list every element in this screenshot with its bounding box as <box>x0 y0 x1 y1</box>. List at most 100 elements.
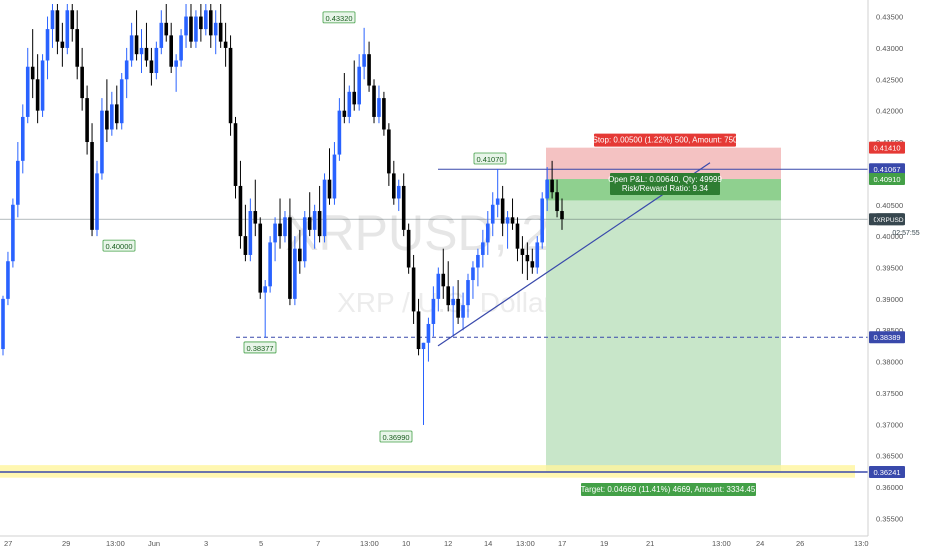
candle-body[interactable] <box>401 185 406 230</box>
candle-body[interactable] <box>119 79 124 124</box>
profit-zone[interactable] <box>546 179 781 472</box>
candle-body[interactable] <box>253 211 258 224</box>
candle-body[interactable] <box>500 198 505 224</box>
candle-body[interactable] <box>550 179 554 193</box>
candle-body[interactable] <box>129 35 134 61</box>
candle-body[interactable] <box>456 298 460 318</box>
candle-body[interactable] <box>179 35 183 61</box>
candle-body[interactable] <box>530 261 535 268</box>
candle-body[interactable] <box>268 242 272 287</box>
candle-body[interactable] <box>481 242 485 255</box>
candle-body[interactable] <box>110 104 114 130</box>
candle-body[interactable] <box>55 10 60 42</box>
time-axis[interactable]: 27 29 13:00 Jun 3 5 7 13:00 10 12 14 13:00 17 19 21 13:… <box>0 535 869 548</box>
candle-body[interactable] <box>50 10 55 30</box>
candle-body[interactable] <box>16 160 20 205</box>
candle-body[interactable] <box>189 16 193 42</box>
candle-body[interactable] <box>273 223 277 243</box>
candle-body[interactable] <box>105 110 109 130</box>
candle-body[interactable] <box>199 16 203 30</box>
candle-body[interactable] <box>505 217 510 224</box>
candle-body[interactable] <box>238 185 243 237</box>
candle-body[interactable] <box>248 211 253 255</box>
candle-body[interactable] <box>347 91 352 117</box>
candle-body[interactable] <box>228 47 233 124</box>
candle-body[interactable] <box>154 47 159 74</box>
candle-body[interactable] <box>411 267 416 312</box>
candle-body[interactable] <box>525 254 530 262</box>
candle-body[interactable] <box>520 248 525 255</box>
candle-body[interactable] <box>218 22 223 42</box>
candle-body[interactable] <box>1 298 5 350</box>
candle-body[interactable] <box>40 60 45 111</box>
candle-body[interactable] <box>60 41 65 48</box>
candle-body[interactable] <box>416 311 421 350</box>
candle-body[interactable] <box>30 66 35 80</box>
candle-body[interactable] <box>134 35 139 55</box>
candle-body[interactable] <box>184 16 188 36</box>
candle-body[interactable] <box>263 286 267 293</box>
candle-body[interactable] <box>90 142 94 230</box>
candle-body[interactable] <box>332 154 337 199</box>
candle-body[interactable] <box>298 248 302 262</box>
candle-body[interactable] <box>70 10 75 30</box>
candle-body[interactable] <box>362 54 366 67</box>
candle-body[interactable] <box>159 22 164 48</box>
candle-body[interactable] <box>535 242 540 268</box>
candle-body[interactable] <box>144 47 149 61</box>
candle-body[interactable] <box>436 273 441 299</box>
candle-body[interactable] <box>139 47 144 55</box>
candle-body[interactable] <box>194 16 198 42</box>
candle-body[interactable] <box>25 66 30 117</box>
candle-body[interactable] <box>174 60 178 67</box>
candle-body[interactable] <box>396 185 401 199</box>
candle-body[interactable] <box>312 211 317 230</box>
candle-body[interactable] <box>45 29 50 61</box>
candle-body[interactable] <box>80 66 84 99</box>
candle-body[interactable] <box>392 173 396 199</box>
candle-body[interactable] <box>208 10 213 36</box>
candle-body[interactable] <box>446 286 451 306</box>
candle-body[interactable] <box>283 217 287 237</box>
candle-body[interactable] <box>545 179 549 199</box>
candle-body[interactable] <box>342 110 347 117</box>
candle-body[interactable] <box>288 217 292 299</box>
candle-body[interactable] <box>387 129 391 174</box>
candle-body[interactable] <box>357 66 361 105</box>
candle-body[interactable] <box>510 217 515 224</box>
candle-body[interactable] <box>124 60 129 80</box>
candle-body[interactable] <box>426 323 431 343</box>
candle-body[interactable] <box>451 298 455 306</box>
candle-body[interactable] <box>431 298 436 324</box>
candle-body[interactable] <box>114 104 119 124</box>
position-zones[interactable] <box>546 147 781 472</box>
candle-body[interactable] <box>233 123 238 186</box>
candle-body[interactable] <box>515 223 520 249</box>
candle-body[interactable] <box>100 110 104 174</box>
candle-body[interactable] <box>164 22 169 36</box>
candle-body[interactable] <box>441 273 446 287</box>
candle-body[interactable] <box>406 229 411 268</box>
price-axis[interactable]: 0.435000.430000.425000.420000.415000.410… <box>867 0 920 536</box>
horizontal-levels[interactable] <box>0 168 868 473</box>
candle-body[interactable] <box>223 41 228 48</box>
candle-body[interactable] <box>352 91 357 105</box>
candle-body[interactable] <box>20 116 25 161</box>
candle-body[interactable] <box>307 217 312 230</box>
candle-body[interactable] <box>372 85 376 117</box>
candle-body[interactable] <box>377 98 381 117</box>
candle-body[interactable] <box>327 179 332 199</box>
candle-body[interactable] <box>560 211 564 220</box>
candle-body[interactable] <box>149 60 154 74</box>
candlestick-series[interactable] <box>1 4 564 425</box>
candle-body[interactable] <box>169 35 173 67</box>
candle-body[interactable] <box>75 29 80 67</box>
candle-body[interactable] <box>466 280 470 306</box>
candle-body[interactable] <box>367 54 371 86</box>
candle-body[interactable] <box>495 198 500 205</box>
candle-body[interactable] <box>35 79 40 111</box>
candle-body[interactable] <box>461 305 465 318</box>
candle-body[interactable] <box>258 223 263 293</box>
candle-body[interactable] <box>337 110 342 155</box>
